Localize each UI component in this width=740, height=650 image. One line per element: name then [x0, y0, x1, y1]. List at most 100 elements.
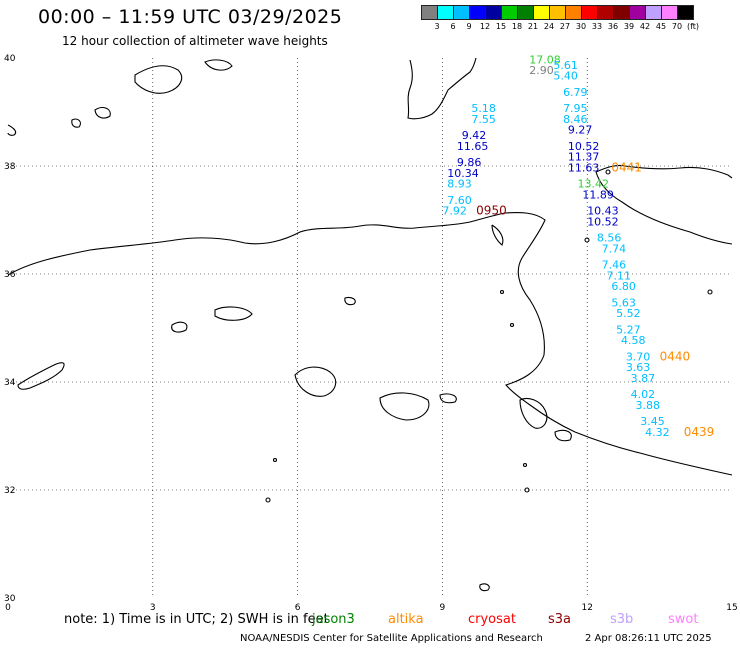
legend-swatch	[613, 5, 630, 20]
satellite-label-swot: swot	[668, 612, 699, 627]
lon-tick-label: 6	[295, 603, 301, 613]
legend-tick-label: 33	[591, 22, 603, 31]
lat-tick-label: 32	[4, 486, 15, 496]
wave-height-label: 10.52	[587, 215, 619, 228]
wave-height-label: 0440	[660, 349, 691, 363]
islet-3	[524, 487, 530, 493]
lat-tick-label: 36	[4, 270, 16, 280]
legend-swatch	[469, 5, 486, 20]
wave-height-label: 11.89	[582, 188, 614, 201]
small-island-d	[439, 393, 457, 404]
wave-height-label: 4.32	[645, 426, 670, 439]
small-island-e	[519, 397, 548, 429]
kerkennah-island	[294, 366, 337, 397]
djerba-island	[379, 392, 430, 421]
wave-height-label: 7.74	[602, 242, 627, 255]
lon-tick-label: 15	[726, 603, 737, 613]
legend-tick-label: (ft)	[686, 22, 700, 31]
wave-height-label: 10.43	[587, 205, 619, 218]
wave-height-label: 8.46	[563, 113, 588, 126]
wave-height-label: 6.79	[563, 86, 588, 99]
islet-1	[265, 497, 271, 503]
lat-tick-label: 34	[4, 378, 16, 388]
wave-height-label: 13.42	[578, 178, 610, 191]
satellite-label-altika: altika	[388, 612, 424, 627]
note-text: note: 1) Time is in UTC; 2) SWH is in fe…	[64, 612, 329, 627]
legend-swatch	[533, 5, 550, 20]
islet-7	[707, 289, 713, 295]
islet-5	[509, 322, 515, 328]
small-island-g	[479, 583, 490, 592]
wave-height-label: 5.52	[616, 307, 641, 320]
wave-height-label: 7.11	[607, 269, 632, 282]
ibiza-island	[94, 107, 111, 119]
legend-swatch	[517, 5, 534, 20]
wave-height-label: 5.63	[611, 296, 636, 309]
legend-tick-label: 30	[575, 22, 587, 31]
legend-tick-label: 70	[671, 22, 683, 31]
islet-8	[584, 237, 590, 243]
wave-height-label: 9.86	[457, 156, 482, 169]
wave-height-label: 9.42	[462, 129, 487, 142]
legend-swatch	[677, 5, 694, 20]
wave-height-label: 11.37	[568, 151, 600, 164]
generation-timestamp: 2 Apr 08:26:11 UTC 2025	[585, 633, 712, 644]
wave-height-label: 0441	[611, 160, 642, 174]
wave-height-label: 3.87	[631, 372, 656, 385]
legend-tick-label: 36	[607, 22, 619, 31]
satellite-label-s3b: s3b	[610, 612, 634, 627]
wave-height-label: 17.08	[529, 53, 561, 66]
sicily-coastline	[595, 164, 733, 245]
lon-tick-label: 12	[581, 603, 592, 613]
wave-height-label: 3.88	[635, 399, 660, 412]
legend-swatch	[549, 5, 566, 20]
islet-2	[272, 457, 278, 463]
wave-height-label: 11.63	[568, 161, 600, 174]
legend-swatch	[565, 5, 582, 20]
wave-height-label: 7.46	[602, 259, 627, 272]
wave-height-label: 6.80	[611, 280, 636, 293]
legend-tick-label: 27	[559, 22, 571, 31]
wave-height-label: 3.45	[640, 415, 665, 428]
menorca-island	[204, 59, 233, 71]
lat-tick-label: 38	[4, 162, 16, 172]
islet-6	[499, 289, 505, 295]
wave-height-legend: 3 6 9 12 15 18 21 24 27 30 33 36 39 42 45 70 (ft)	[421, 5, 699, 31]
wave-height-label: 11.65	[457, 140, 489, 153]
wave-height-label: 8.56	[597, 232, 622, 245]
wave-height-label: 5.40	[553, 70, 578, 83]
wave-height-label: 0439	[684, 425, 715, 439]
wave-height-label: 5.18	[471, 102, 496, 115]
legend-tick-label: 45	[655, 22, 667, 31]
minor-island-1	[71, 118, 81, 128]
islet-4	[522, 462, 528, 468]
small-island-c	[344, 296, 356, 306]
wave-height-label: 4.58	[621, 334, 646, 347]
legend-swatch	[661, 5, 678, 20]
west-coast-fragment	[7, 124, 17, 136]
legend-swatch	[629, 5, 646, 20]
wave-height-label: 3.63	[626, 361, 651, 374]
wave-height-label: 2.90	[529, 64, 554, 77]
wave-height-label: 10.34	[447, 167, 479, 180]
legend-tick-label: 9	[466, 22, 472, 31]
legend-swatches	[421, 5, 694, 20]
lat-tick-label: 30	[4, 594, 16, 604]
small-island-f	[554, 429, 572, 442]
wave-height-label: 0950	[476, 204, 507, 218]
legend-tick-label: 39	[623, 22, 635, 31]
wave-height-label: 5.27	[616, 323, 641, 336]
legend-swatch	[453, 5, 470, 20]
small-island-b	[214, 306, 253, 321]
legend-swatch	[645, 5, 662, 20]
legend-tick-label: 12	[479, 22, 491, 31]
wave-height-label: 7.60	[447, 194, 472, 207]
coastlines	[7, 57, 733, 592]
satellite-label-s3a: s3a	[548, 612, 572, 627]
islet-9	[605, 169, 611, 175]
legend-swatch	[437, 5, 454, 20]
wave-height-label: 7.92	[442, 205, 467, 218]
